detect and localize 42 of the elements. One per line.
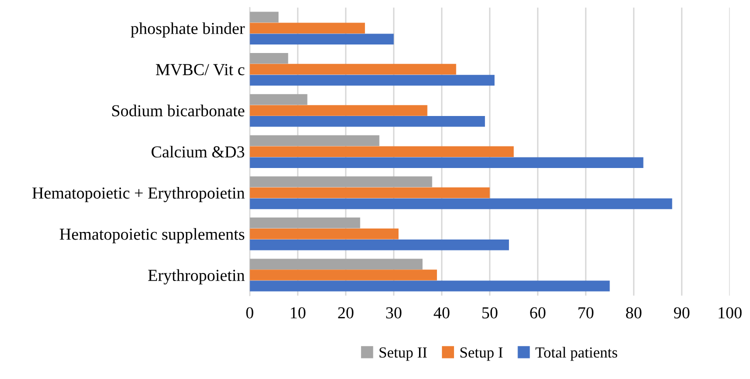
- bar: [250, 135, 380, 146]
- bar: [250, 74, 495, 86]
- x-tick-label: 60: [530, 307, 546, 318]
- bar: [250, 176, 432, 188]
- y-tick-label: Hematopoietic supplements: [60, 228, 244, 244]
- bar: [250, 218, 360, 228]
- bar: [250, 198, 672, 210]
- y-tick-label: Hematopoietic + Erythropoietin: [32, 186, 245, 202]
- y-tick-label: phosphate binder: [130, 22, 245, 38]
- bar: [250, 94, 308, 105]
- x-tick-label: 0: [246, 307, 254, 318]
- y-tick-label: Calcium &D3: [152, 146, 244, 158]
- bar: [250, 12, 279, 23]
- bar: [250, 280, 610, 292]
- y-tick-label: Erythropoietin: [148, 269, 245, 284]
- x-tick-label: 30: [386, 307, 402, 318]
- x-tick-label: 50: [482, 307, 498, 318]
- x-tick-label: 20: [338, 307, 354, 318]
- bar: [250, 258, 423, 270]
- x-tick-label: 90: [674, 307, 690, 318]
- legend-label: Total patients: [536, 346, 618, 361]
- x-tick-label: 10: [290, 307, 306, 318]
- bar: [250, 64, 456, 75]
- x-tick-label: 40: [434, 307, 450, 318]
- bar: [250, 228, 399, 240]
- bar: [250, 270, 437, 280]
- x-tick-label: 100: [718, 307, 742, 318]
- legend-label: Setup I: [460, 347, 503, 361]
- bar: [250, 146, 514, 157]
- y-tick-label: Sodium bicarbonate: [112, 104, 244, 116]
- x-tick-label: 80: [626, 307, 642, 318]
- bar: [250, 116, 485, 127]
- bar: [250, 105, 428, 116]
- y-tick-label: MVBC/ Vit c: [156, 64, 244, 76]
- bar: [250, 157, 644, 168]
- bar: [250, 187, 490, 198]
- legend-label: Setup II: [380, 347, 427, 361]
- bar: [250, 52, 288, 64]
- bar: [250, 34, 394, 45]
- x-tick-label: 70: [578, 307, 594, 318]
- bar: [250, 239, 509, 250]
- bar: [250, 22, 365, 34]
